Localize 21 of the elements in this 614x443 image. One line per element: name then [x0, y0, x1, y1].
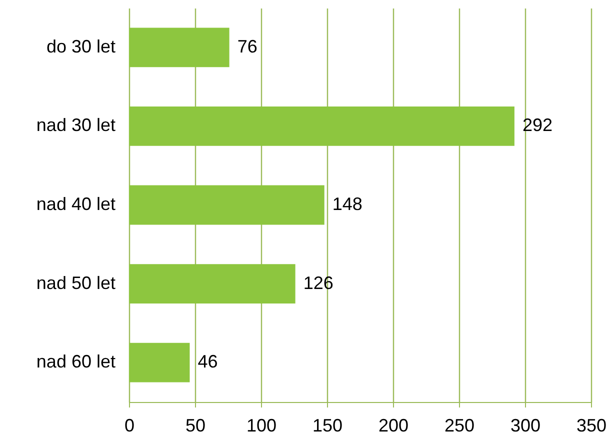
- bar: [129, 185, 324, 225]
- y-tick-label: nad 30 let: [36, 115, 116, 136]
- y-tick-label: nad 50 let: [36, 272, 116, 293]
- x-tick-label: 350: [576, 416, 607, 436]
- y-tick-label: nad 60 let: [36, 352, 116, 372]
- data-label: 46: [198, 352, 218, 372]
- y-tick-label: do 30 let: [46, 36, 116, 56]
- bar: [129, 28, 230, 68]
- data-label: 148: [332, 194, 362, 214]
- x-tick-label: 50: [185, 416, 206, 436]
- x-tick-label: 0: [124, 416, 135, 436]
- bar: [129, 264, 296, 304]
- data-label: 76: [237, 36, 258, 56]
- bar: [129, 106, 514, 146]
- x-tick-label: 150: [312, 416, 343, 436]
- x-tick-label: 200: [378, 416, 409, 436]
- y-tick-label: nad 40 let: [36, 194, 116, 214]
- x-tick-label: 100: [246, 416, 277, 436]
- x-tick-label: 250: [444, 416, 475, 436]
- bar: [129, 342, 190, 382]
- x-tick-label: 300: [510, 416, 541, 436]
